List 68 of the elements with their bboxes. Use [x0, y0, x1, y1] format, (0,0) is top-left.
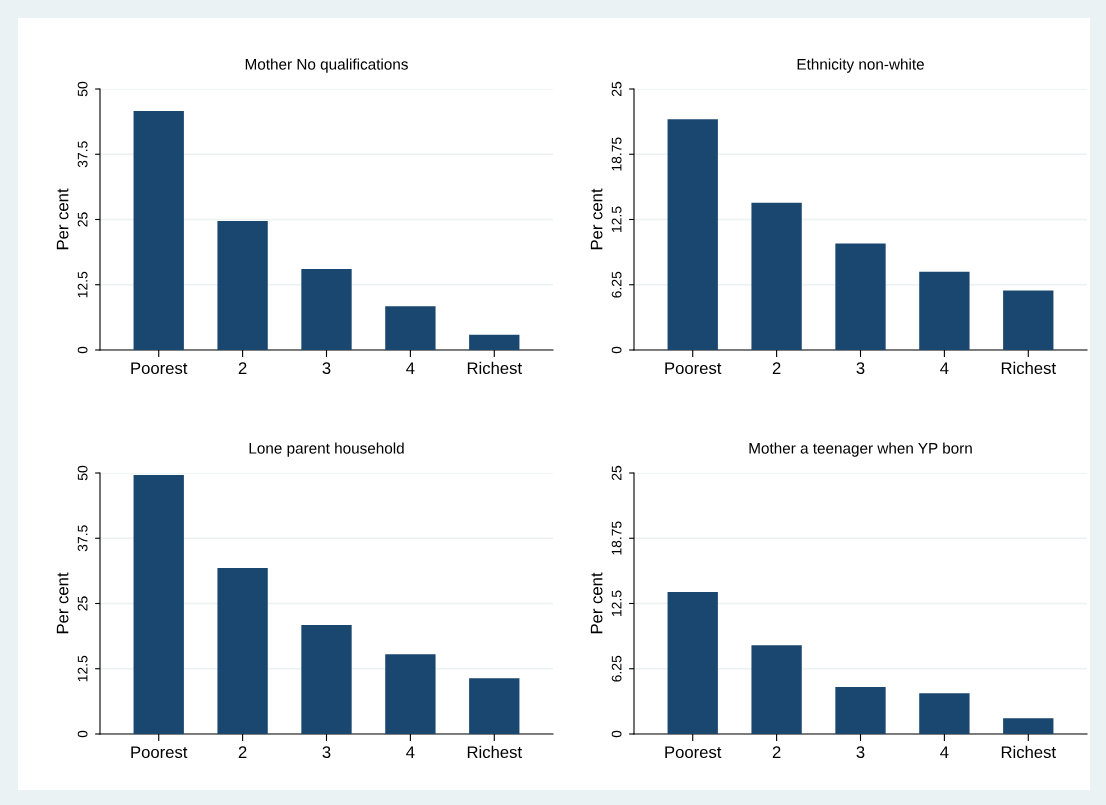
y-tick-label: 50	[77, 81, 88, 97]
y-tick-label: 12.5	[611, 590, 622, 616]
x-tick-label: 3	[322, 362, 331, 375]
y-tick-label: 0	[611, 346, 622, 354]
bar	[1003, 290, 1054, 350]
bar	[217, 221, 268, 350]
bar	[751, 202, 802, 350]
y-tick-label: 0	[77, 730, 88, 738]
chart-title: Lone parent household	[249, 442, 404, 457]
y-tick-label: 12.5	[77, 271, 88, 298]
y-tick-label: 6.25	[611, 271, 622, 298]
bar	[469, 334, 520, 350]
x-tick-label: Poorest	[131, 746, 188, 759]
bar	[835, 243, 886, 350]
x-tick-label: 4	[406, 746, 415, 758]
x-tick-label: 2	[238, 362, 247, 374]
y-tick-label: 37.5	[77, 141, 88, 168]
y-axis-title: Per cent	[590, 572, 603, 634]
x-tick-label: 2	[772, 362, 781, 374]
y-tick-label: 18.75	[611, 521, 622, 555]
bar	[217, 568, 268, 734]
y-tick-label: 18.75	[611, 137, 622, 171]
x-tick-label: Poorest	[665, 362, 722, 375]
y-tick-label: 25	[77, 596, 88, 611]
x-tick-label: 2	[772, 746, 781, 758]
x-tick-label: Richest	[467, 361, 522, 375]
bar	[919, 271, 970, 350]
x-tick-label: Poorest	[131, 362, 188, 375]
x-tick-label: 4	[406, 362, 415, 374]
bar	[919, 693, 970, 734]
bar	[133, 475, 184, 734]
bar	[385, 654, 436, 734]
y-tick-label: 37.5	[77, 525, 88, 552]
y-axis-title: Per cent	[56, 188, 69, 250]
x-tick-label: Richest	[467, 745, 522, 759]
x-tick-label: 3	[856, 746, 865, 759]
chart-title: Ethnicity non-white	[797, 58, 924, 73]
bar	[667, 592, 718, 734]
bar	[835, 687, 886, 734]
x-tick-label: Richest	[1001, 361, 1056, 375]
y-tick-label: 12.5	[611, 206, 622, 232]
y-tick-label: 25	[611, 81, 622, 97]
bar	[133, 110, 184, 350]
x-tick-label: Poorest	[665, 746, 722, 759]
bar	[469, 678, 520, 734]
bar	[667, 119, 718, 350]
y-axis-title: Per cent	[56, 572, 69, 634]
bar	[301, 269, 352, 350]
y-axis-title: Per cent	[590, 188, 603, 250]
x-tick-label: 4	[940, 746, 949, 758]
chart-title: Mother No qualifications	[245, 58, 408, 73]
y-tick-label: 25	[77, 212, 88, 227]
x-tick-label: 3	[322, 746, 331, 759]
bar	[1003, 718, 1054, 734]
y-tick-label: 12.5	[77, 655, 88, 682]
x-tick-label: 4	[940, 362, 949, 374]
y-tick-label: 0	[77, 346, 88, 354]
y-tick-label: 6.25	[611, 655, 622, 682]
bar	[385, 306, 436, 350]
y-tick-label: 0	[611, 730, 622, 738]
x-tick-label: 3	[856, 362, 865, 375]
x-tick-label: Richest	[1001, 745, 1056, 759]
x-tick-label: 2	[238, 746, 247, 758]
bar	[301, 624, 352, 734]
y-tick-label: 50	[77, 465, 88, 481]
bar	[751, 645, 802, 734]
y-tick-label: 25	[611, 465, 622, 481]
chart-title: Mother a teenager when YP born	[749, 442, 972, 457]
